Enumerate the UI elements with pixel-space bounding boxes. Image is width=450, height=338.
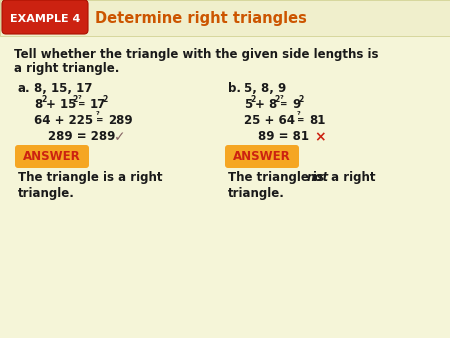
- Text: =: =: [78, 100, 86, 109]
- FancyBboxPatch shape: [0, 0, 450, 36]
- Text: b.: b.: [228, 82, 241, 95]
- Text: 2: 2: [250, 95, 255, 104]
- FancyBboxPatch shape: [225, 145, 299, 168]
- Text: 2: 2: [102, 95, 107, 104]
- Text: =: =: [280, 100, 288, 109]
- Text: 8: 8: [34, 98, 42, 111]
- Text: =: =: [297, 116, 305, 125]
- Text: not: not: [307, 171, 329, 184]
- Text: a.: a.: [18, 82, 31, 95]
- Text: 289: 289: [108, 114, 133, 127]
- Text: 64 + 225: 64 + 225: [34, 114, 93, 127]
- Text: 81: 81: [309, 114, 325, 127]
- Text: ?: ?: [280, 95, 284, 100]
- Text: 8, 15, 17: 8, 15, 17: [34, 82, 92, 95]
- Text: ×: ×: [314, 130, 326, 144]
- Text: 25 + 64: 25 + 64: [244, 114, 295, 127]
- Text: 89 = 81: 89 = 81: [258, 130, 309, 143]
- Text: 289 = 289: 289 = 289: [48, 130, 115, 143]
- Text: 5: 5: [244, 98, 252, 111]
- Text: ?: ?: [96, 111, 100, 116]
- Text: The triangle is a right: The triangle is a right: [18, 171, 162, 184]
- Text: ANSWER: ANSWER: [23, 150, 81, 164]
- Text: + 15: + 15: [46, 98, 76, 111]
- Text: triangle.: triangle.: [18, 187, 75, 200]
- Text: triangle.: triangle.: [228, 187, 285, 200]
- Text: a right triangle.: a right triangle.: [14, 62, 119, 75]
- Text: 2: 2: [298, 95, 303, 104]
- Text: ✓: ✓: [114, 130, 126, 144]
- FancyBboxPatch shape: [2, 0, 88, 34]
- FancyBboxPatch shape: [15, 145, 89, 168]
- Text: EXAMPLE 4: EXAMPLE 4: [10, 14, 80, 24]
- Text: 17: 17: [90, 98, 106, 111]
- Text: 9: 9: [292, 98, 300, 111]
- Text: =: =: [96, 116, 104, 125]
- Text: 2: 2: [72, 95, 77, 104]
- Text: 2: 2: [41, 95, 46, 104]
- Text: ?: ?: [78, 95, 82, 100]
- Text: ANSWER: ANSWER: [233, 150, 291, 164]
- Text: + 8: + 8: [255, 98, 277, 111]
- Text: The triangle is: The triangle is: [228, 171, 328, 184]
- Text: a right: a right: [327, 171, 375, 184]
- Text: Determine right triangles: Determine right triangles: [95, 11, 307, 26]
- Text: ?: ?: [297, 111, 301, 116]
- Text: 2: 2: [274, 95, 279, 104]
- Text: Tell whether the triangle with the given side lengths is: Tell whether the triangle with the given…: [14, 48, 378, 61]
- Text: 5, 8, 9: 5, 8, 9: [244, 82, 286, 95]
